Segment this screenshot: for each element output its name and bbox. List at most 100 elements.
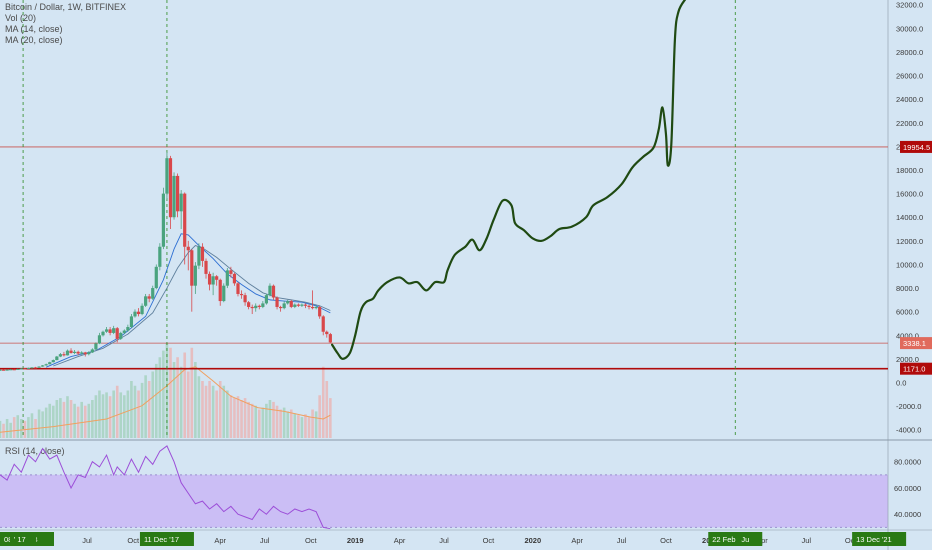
rsi-line [0, 445, 331, 530]
volume-bar [218, 381, 222, 438]
price-level-badge [900, 140, 932, 153]
candle-body [215, 276, 219, 280]
volume-bar [69, 400, 73, 438]
volume-bar [190, 347, 194, 438]
volume-bar [91, 400, 94, 438]
volume-bar [243, 398, 247, 438]
volume-bar [137, 390, 140, 438]
price-level-label: 3338.1 [903, 339, 926, 348]
candle-body [140, 305, 144, 315]
volume-bar [311, 409, 314, 438]
price-tick-label: 28000.0 [896, 48, 923, 57]
time-axis-label: Oct [660, 536, 673, 545]
candle-body [207, 273, 212, 285]
volume-bar [247, 401, 250, 438]
volume-bar [41, 411, 44, 438]
date-badge [852, 532, 907, 546]
candle-body [55, 356, 59, 361]
volume-bar [194, 362, 197, 438]
volume-bar [329, 398, 332, 438]
ma20-indicator-label[interactable]: MA (20, close) [5, 35, 63, 45]
price-tick-label: 0.0 [896, 379, 906, 388]
time-axis-label: Jul [802, 536, 812, 545]
candle-body [65, 350, 70, 356]
volume-bar [158, 357, 162, 438]
candle-body [279, 306, 283, 309]
candle-body [30, 367, 34, 369]
candle-body [300, 304, 304, 306]
volume-bar [20, 419, 23, 438]
candle-body [126, 327, 130, 331]
date-badge [737, 532, 755, 546]
ma14-indicator-label[interactable]: MA (14, close) [5, 24, 63, 34]
candle-body [26, 367, 31, 369]
volume-bar [154, 363, 158, 438]
price-tick-label: 32000.0 [896, 1, 923, 10]
candle-body [293, 304, 297, 307]
candle-body [108, 329, 112, 333]
candle-body [161, 193, 165, 247]
candle-body [303, 304, 308, 306]
candle-body [151, 288, 155, 299]
volume-bar [101, 394, 105, 438]
candle-body [271, 285, 276, 298]
candle-body [261, 303, 265, 307]
candle-body [0, 369, 2, 371]
time-axis-label: Oct [483, 536, 496, 545]
volume-bar [265, 403, 268, 438]
date-badge-label: 22 Feb '21 [712, 535, 747, 544]
price-tick-label: 4000.0 [896, 331, 919, 340]
volume-bar [172, 362, 176, 438]
candle-body [87, 352, 91, 355]
volume-bar [289, 409, 293, 438]
candle-body [158, 246, 162, 267]
candle-body [122, 330, 126, 333]
date-badge-label: ' 17 [14, 535, 26, 544]
candle-body [179, 193, 183, 212]
candle-body [268, 285, 272, 296]
candle-body [5, 369, 9, 371]
candle-body [101, 331, 105, 336]
price-level-badge [900, 362, 932, 375]
candle-body [225, 270, 229, 286]
candle-body [115, 328, 119, 339]
candle-body [172, 175, 176, 218]
candle-body [23, 368, 27, 370]
candle-body [193, 265, 197, 286]
time-axis-label: Jul [260, 536, 270, 545]
candle-body [37, 366, 41, 368]
volume-bar [76, 406, 80, 438]
candle-body [204, 260, 208, 274]
volume-bar [229, 395, 233, 438]
rsi-tick-label: 60.0000 [894, 484, 921, 493]
volume-bar [108, 396, 112, 438]
symbol-title[interactable]: Bitcoin / Dollar, 1W, BITFINEX [5, 2, 127, 12]
volume-bar [208, 381, 211, 438]
candle-body [168, 158, 173, 218]
volume-bar [151, 371, 155, 438]
candle-body [296, 304, 300, 306]
candle-body [176, 175, 180, 212]
volume-bar [144, 375, 147, 438]
candle-body [247, 302, 251, 307]
candle-body [222, 285, 226, 302]
candle-body [264, 295, 268, 304]
volume-bar [119, 392, 123, 438]
volume-indicator-label[interactable]: Vol (20) [5, 13, 37, 23]
volume-bar [300, 417, 304, 438]
volume-bar [275, 405, 279, 438]
price-tick-label: 24000.0 [896, 95, 923, 104]
rsi-indicator-label[interactable]: RSI (14, close) [5, 446, 65, 456]
price-tick-label: 6000.0 [896, 308, 919, 317]
volume-bar [257, 409, 261, 438]
candle-body [41, 365, 45, 367]
candle-body [197, 246, 201, 266]
rsi-legend: RSI (14, close) [5, 446, 65, 456]
candle-body [314, 306, 318, 309]
candle-body [257, 305, 261, 307]
candle-body [325, 331, 329, 335]
candle-body [19, 368, 23, 370]
candle-body [321, 316, 325, 332]
candle-body [119, 332, 123, 339]
